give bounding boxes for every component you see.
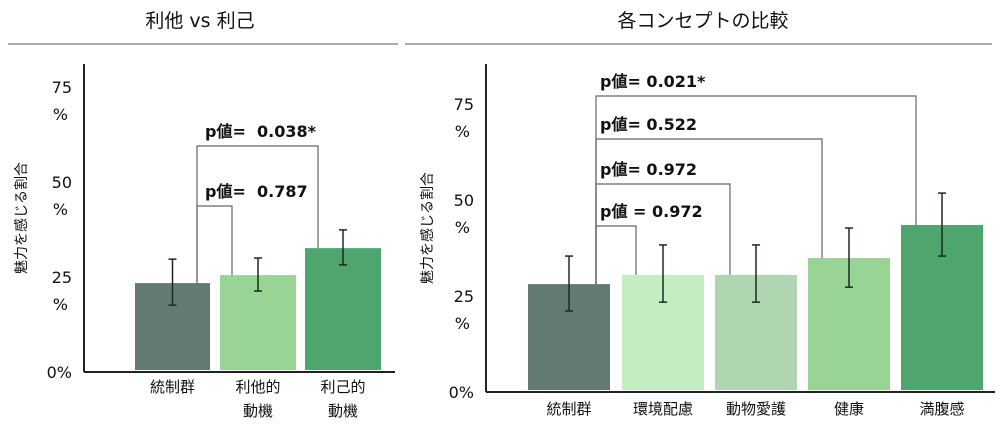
y-tick-label: 25 [52, 268, 72, 287]
y-axis-label: 魅力を感じる割合 [419, 172, 436, 284]
significance-bracket [595, 95, 917, 285]
p-value-label: p値 = 0.972 [600, 202, 703, 221]
p-value-label: p値= 0.972 [600, 160, 697, 179]
p-value-label: p値= 0.021* [600, 72, 706, 91]
x-category-label: 統制群 [546, 400, 591, 418]
x-category-label: 利他的 [235, 378, 280, 396]
y-tick-unit: % [455, 122, 470, 141]
y-tick-unit: % [53, 105, 68, 124]
y-tick-label: 75 [454, 95, 474, 114]
y-tick-label: 0% [449, 383, 474, 402]
p-value-label: p値= 0.522 [600, 115, 697, 134]
y-axis-label: 魅力を感じる割合 [13, 162, 30, 274]
y-tick-unit: % [455, 314, 470, 333]
x-category-label: 健康 [834, 400, 864, 418]
chart-title: 各コンセプトの比較 [617, 10, 788, 32]
x-category-label: 利己的 [320, 378, 365, 396]
significance-bracket [196, 145, 319, 284]
chart-title: 利他 vs 利己 [145, 10, 254, 32]
y-tick-unit: % [53, 200, 68, 219]
x-category-label: 動物愛護 [726, 400, 786, 418]
p-value-label: p値= 0.787 [205, 182, 308, 201]
y-tick-unit: % [53, 295, 68, 314]
y-tick-label: 0% [47, 363, 72, 382]
x-category-label: 統制群 [150, 378, 195, 396]
x-category-label: 環境配慮 [633, 400, 693, 418]
x-category-label: 動機 [243, 402, 273, 420]
p-value-label: p値= 0.038* [205, 122, 317, 141]
x-category-label: 満腹感 [919, 400, 964, 418]
x-category-label: 動機 [328, 402, 358, 420]
y-tick-label: 25 [454, 287, 474, 306]
bar [305, 248, 381, 370]
y-tick-label: 75 [52, 78, 72, 97]
y-tick-label: 50 [454, 191, 474, 210]
significance-bracket [196, 205, 233, 284]
y-tick-unit: % [455, 218, 470, 237]
y-tick-label: 50 [52, 173, 72, 192]
